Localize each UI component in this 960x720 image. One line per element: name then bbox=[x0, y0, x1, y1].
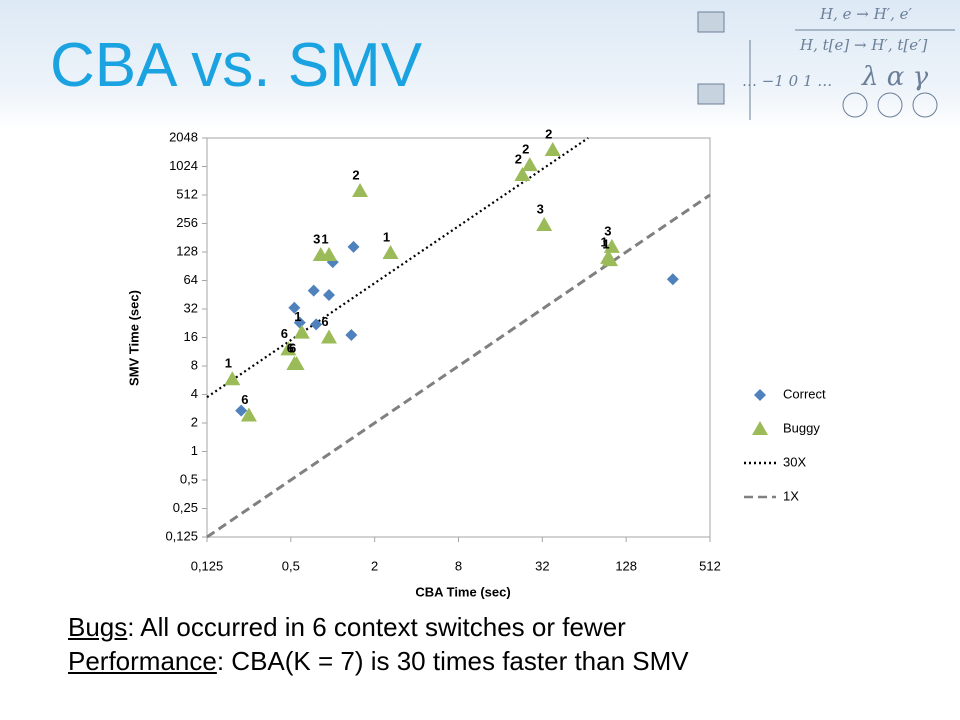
y-tick-label: 1024 bbox=[169, 158, 198, 173]
triangle-point bbox=[603, 238, 620, 253]
note-text: : All occurred in 6 context switches or … bbox=[127, 612, 626, 642]
x-tick-label: 8 bbox=[455, 558, 462, 573]
point-label: 6 bbox=[281, 326, 288, 341]
formula: H, e → H′, e′ bbox=[820, 5, 912, 23]
y-tick-label: 4 bbox=[191, 386, 198, 401]
y-tick-label: 16 bbox=[184, 329, 198, 344]
point-label: 6 bbox=[321, 314, 328, 329]
notes: Bugs: All occurred in 6 context switches… bbox=[68, 610, 689, 678]
point-label: 1 bbox=[383, 229, 390, 244]
triangle-point bbox=[280, 341, 297, 356]
triangle-point bbox=[536, 216, 553, 231]
point-label: 2 bbox=[545, 126, 552, 141]
point-label: 6 bbox=[289, 340, 296, 355]
point-label: 6 bbox=[241, 392, 248, 407]
diamond-point bbox=[345, 329, 358, 342]
y-tick-label: 256 bbox=[176, 215, 198, 230]
formula: … −1 0 1 … bbox=[742, 72, 833, 90]
reference-line bbox=[206, 137, 589, 399]
diamond-point bbox=[310, 318, 323, 331]
diamond-point bbox=[288, 301, 301, 314]
y-tick-label: 0,25 bbox=[173, 500, 198, 515]
x-tick-label: 0,125 bbox=[191, 558, 224, 573]
y-tick-label: 2048 bbox=[169, 129, 198, 144]
y-tick-label: 64 bbox=[184, 272, 198, 287]
point-label: 3 bbox=[313, 231, 320, 246]
y-tick-label: 8 bbox=[191, 357, 198, 372]
legend-label: 30X bbox=[783, 454, 806, 469]
triangle-point bbox=[224, 371, 241, 386]
y-tick-label: 2 bbox=[191, 414, 198, 429]
point-label: 1 bbox=[601, 234, 608, 249]
diamond-point bbox=[347, 240, 360, 253]
y-tick-label: 0,5 bbox=[180, 471, 198, 486]
triangle-point bbox=[602, 252, 619, 267]
triangle-point bbox=[514, 166, 531, 181]
triangle-point bbox=[321, 246, 338, 261]
diamond-point bbox=[666, 273, 679, 286]
header-band: H, e → H′, e′ H, t[e] → H′, t[e′] … −1 0… bbox=[0, 0, 960, 130]
y-tick-label: 1 bbox=[191, 443, 198, 458]
triangle-point bbox=[521, 157, 538, 172]
y-tick-label: 512 bbox=[176, 186, 198, 201]
note: Performance: CBA(K = 7) is 30 times fast… bbox=[68, 644, 689, 678]
x-tick-label: 128 bbox=[615, 558, 637, 573]
diamond-point bbox=[754, 389, 766, 401]
header-graphic bbox=[697, 11, 955, 120]
triangle-point bbox=[382, 244, 399, 259]
y-axis-label: SMV Time (sec) bbox=[126, 290, 141, 386]
y-tick-label: 128 bbox=[176, 243, 198, 258]
x-tick-label: 2 bbox=[371, 558, 378, 573]
triangle-point bbox=[240, 407, 257, 422]
triangle-point bbox=[752, 421, 768, 435]
point-label: 3 bbox=[604, 223, 611, 238]
triangle-point bbox=[293, 324, 310, 339]
legend-label: 1X bbox=[783, 488, 799, 503]
triangle-point bbox=[288, 355, 305, 370]
diamond-point bbox=[293, 316, 306, 329]
note-text: : CBA(K = 7) is 30 times faster than SMV bbox=[216, 646, 689, 676]
x-tick-label: 32 bbox=[535, 558, 549, 573]
point-label: 1 bbox=[321, 231, 328, 246]
point-label: 1 bbox=[602, 237, 609, 252]
point-label: 2 bbox=[352, 167, 359, 182]
point-label: 2 bbox=[522, 142, 529, 157]
note-label: Bugs bbox=[68, 612, 128, 642]
point-label: 2 bbox=[515, 151, 522, 166]
formula: H, t[e] → H′, t[e′] bbox=[800, 36, 928, 54]
triangle-point bbox=[321, 329, 338, 344]
slide-title: CBA vs. SMV bbox=[50, 31, 423, 100]
point-label: 1 bbox=[225, 356, 232, 371]
triangle-point bbox=[352, 183, 369, 198]
point-label: 6 bbox=[287, 340, 294, 355]
formula: λ α γ bbox=[862, 62, 929, 92]
point-label: 3 bbox=[537, 201, 544, 216]
x-tick-label: 512 bbox=[699, 558, 721, 573]
y-tick-label: 0,125 bbox=[165, 528, 198, 543]
y-tick-label: 32 bbox=[184, 300, 198, 315]
point-label: 1 bbox=[294, 309, 301, 324]
x-axis-label: CBA Time (sec) bbox=[415, 584, 510, 599]
diamond-point bbox=[235, 404, 248, 417]
x-tick-label: 0,5 bbox=[282, 558, 300, 573]
legend-label: Buggy bbox=[783, 420, 820, 435]
diamond-point bbox=[307, 284, 320, 297]
triangle-point bbox=[544, 141, 561, 156]
legend-label: Correct bbox=[783, 386, 826, 401]
reference-line bbox=[206, 193, 711, 539]
note-label: Performance bbox=[68, 646, 217, 676]
diamond-point bbox=[323, 288, 336, 301]
note: Bugs: All occurred in 6 context switches… bbox=[68, 610, 689, 644]
plot-area bbox=[206, 137, 711, 538]
